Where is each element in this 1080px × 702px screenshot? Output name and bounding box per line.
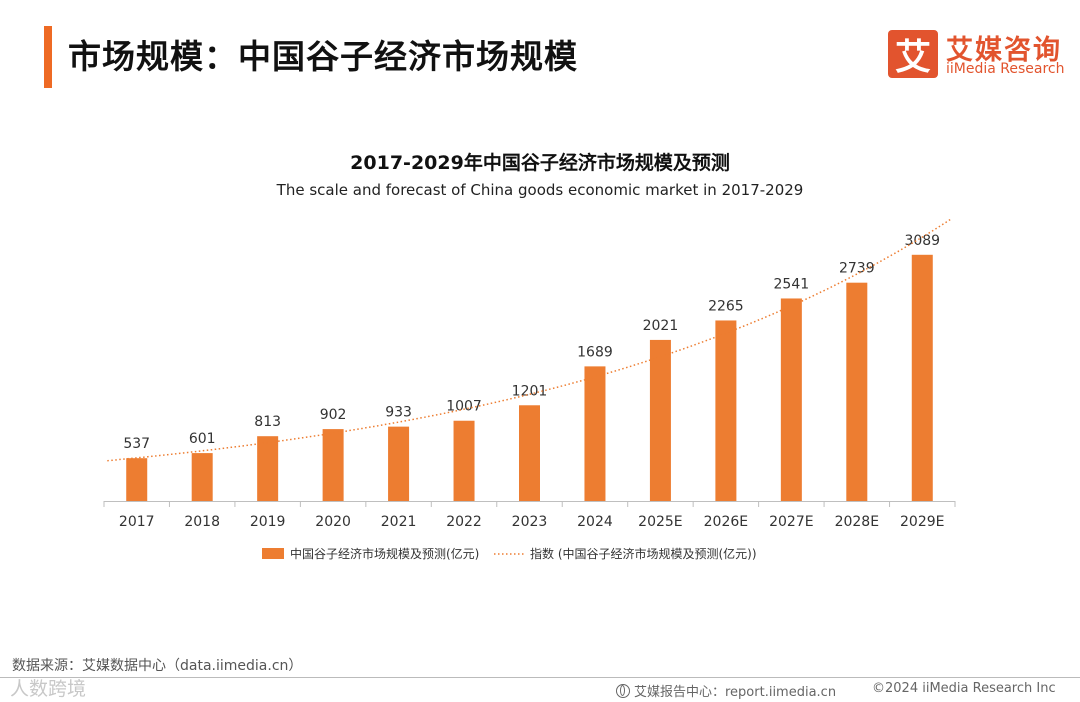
data-label: 1201 [512,383,548,399]
footer-copyright: ©2024 iiMedia Research Inc [872,681,1056,696]
x-tick-label: 2025E [638,514,682,530]
bar [322,429,344,501]
data-label: 813 [254,414,281,430]
page-title: 市场规模：中国谷子经济市场规模 [68,37,578,76]
footer-report-text: 艾媒报告中心：report.iimedia.cn [634,685,837,700]
data-label: 2739 [839,261,875,277]
bar [519,405,540,501]
data-label: 2541 [774,276,810,292]
bar [584,366,606,501]
globe-icon [616,683,630,698]
data-source: 数据来源：艾媒数据中心（data.iimedia.cn） [12,658,303,674]
x-tick-label: 2021 [381,514,417,530]
x-tick-label: 2029E [900,514,944,530]
data-label: 1689 [577,344,613,360]
data-label: 2265 [708,298,744,314]
bar [453,420,475,501]
legend-trend-label: 指数 (中国谷子经济市场规模及预测(亿元)) [530,546,757,561]
data-label: 1007 [446,399,482,415]
x-tick-label: 2027E [769,514,813,530]
data-label: 601 [189,431,216,447]
chart-title: 2017-2029年中国谷子经济市场规模及预测 [350,152,730,174]
x-tick-label: 2024 [577,514,613,530]
bar [649,339,671,501]
data-label: 2021 [643,318,679,334]
data-label: 3089 [904,233,940,249]
x-tick-label: 2022 [446,514,482,530]
data-label: 933 [385,405,412,421]
watermark: 人数跨境 [10,678,87,700]
bar [780,298,802,501]
data-label: 537 [123,436,150,452]
x-tick-label: 2026E [704,514,748,530]
x-tick-label: 2023 [512,514,548,530]
data-label: 902 [320,407,347,423]
bar [388,426,410,501]
bar [846,282,868,501]
footer-report[interactable]: 艾媒报告中心：report.iimedia.cn [616,681,836,700]
x-tick-label: 2017 [119,514,155,530]
footer-divider [0,677,1080,678]
x-tick-label: 2019 [250,514,286,530]
legend-bar-label: 中国谷子经济市场规模及预测(亿元) [290,546,479,561]
bar [257,436,279,501]
bar [191,453,213,501]
x-tick-label: 2018 [184,514,220,530]
bar [126,458,148,501]
bar [715,320,737,501]
x-tick-label: 2020 [315,514,351,530]
logo-english-name: iiMedia Research [946,61,1065,77]
bar [911,254,933,501]
title-accent-bar [44,26,52,88]
legend-bar-swatch [262,548,284,559]
logo-chinese-name: 艾媒咨询 [946,35,1062,66]
iimedia-logo-icon: 艾 [888,30,938,78]
x-tick-label: 2028E [835,514,879,530]
chart-subtitle: The scale and forecast of China goods ec… [276,181,804,199]
